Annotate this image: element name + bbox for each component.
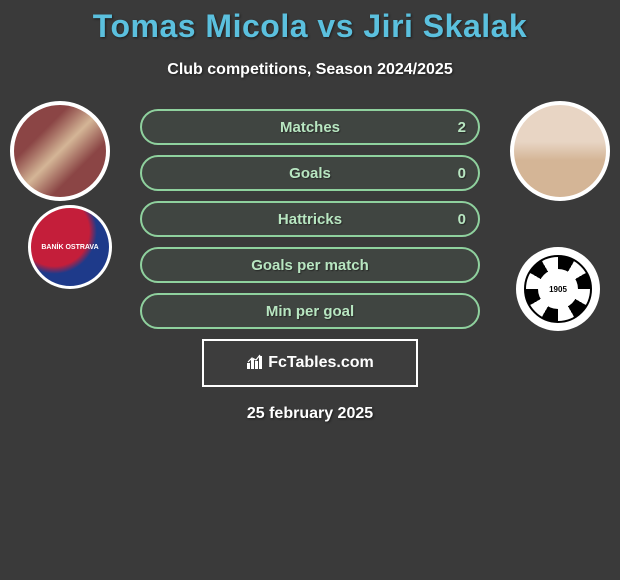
club-left-logo: BANÍK OSTRAVA — [28, 205, 112, 289]
stat-row-matches: Matches 2 — [140, 109, 480, 145]
player-right-avatar — [510, 101, 610, 201]
branding-label: FcTables.com — [268, 354, 374, 372]
stat-label: Matches — [280, 119, 340, 136]
club-right-logo: 1905 — [516, 247, 600, 331]
club-right-pattern: 1905 — [524, 255, 592, 323]
stat-right-value: 0 — [458, 211, 466, 228]
stat-row-goals-per-match: Goals per match — [140, 247, 480, 283]
main-comparison-area: BANÍK OSTRAVA 1905 Matches 2 Goals 0 Hat… — [0, 109, 620, 423]
club-right-year: 1905 — [538, 269, 578, 309]
stat-row-hattricks: Hattricks 0 — [140, 201, 480, 237]
stat-label: Hattricks — [278, 211, 342, 228]
stat-row-min-per-goal: Min per goal — [140, 293, 480, 329]
player-left-avatar — [10, 101, 110, 201]
comparison-title: Tomas Micola vs Jiri Skalak — [0, 0, 620, 45]
club-left-label: BANÍK OSTRAVA — [41, 244, 98, 251]
comparison-date: 25 february 2025 — [0, 405, 620, 423]
stat-label: Min per goal — [266, 303, 354, 320]
chart-icon — [246, 352, 264, 375]
branding-text: FcTables.com — [246, 352, 374, 375]
season-subtitle: Club competitions, Season 2024/2025 — [0, 61, 620, 79]
stat-right-value: 2 — [458, 119, 466, 136]
stat-right-value: 0 — [458, 165, 466, 182]
stats-container: Matches 2 Goals 0 Hattricks 0 Goals per … — [140, 109, 480, 329]
branding-box: FcTables.com — [202, 339, 418, 387]
stat-label: Goals — [289, 165, 331, 182]
stat-label: Goals per match — [251, 257, 369, 274]
stat-row-goals: Goals 0 — [140, 155, 480, 191]
